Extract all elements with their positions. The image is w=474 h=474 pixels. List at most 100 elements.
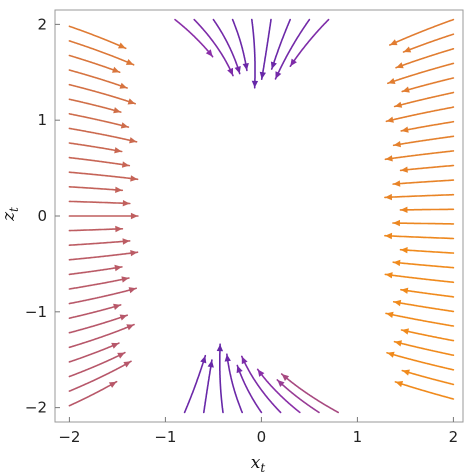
stream-line	[68, 342, 120, 363]
stream-line	[399, 164, 455, 172]
stream-arrowhead	[200, 355, 207, 364]
stream-line	[392, 222, 455, 225]
stream-arrowhead	[121, 276, 129, 283]
stream-line	[401, 77, 455, 93]
stream-arrowhead	[224, 354, 231, 362]
stream-line	[68, 69, 128, 89]
stream-line	[389, 18, 455, 46]
stream-line	[395, 48, 455, 69]
stream-arrowhead	[125, 59, 134, 65]
stream-arrowhead	[393, 299, 402, 307]
stream-arrowhead	[130, 212, 138, 220]
stream-line	[384, 234, 455, 240]
stream-arrowhead	[384, 232, 393, 240]
stream-line	[387, 62, 455, 85]
x-tick-label: 2	[449, 428, 459, 446]
stream-arrowhead	[118, 42, 126, 49]
stream-arrowhead	[113, 303, 121, 310]
y-tick-label: −1	[25, 303, 47, 321]
stream-arrowhead	[251, 80, 259, 88]
stream-arrowhead	[400, 247, 408, 254]
stream-line	[401, 369, 455, 386]
stream-line	[392, 135, 455, 147]
y-tick-label: 1	[37, 111, 47, 129]
stream-arrowhead	[241, 356, 248, 365]
stream-arrowhead	[270, 61, 277, 70]
stream-line	[68, 171, 139, 181]
stream-line	[392, 301, 455, 313]
stream-line	[68, 25, 127, 50]
stream-arrowhead	[115, 186, 123, 193]
stream-line	[392, 261, 455, 269]
stream-arrowhead	[242, 63, 249, 71]
stream-arrowhead	[126, 324, 134, 331]
stream-line	[68, 240, 131, 246]
stream-arrowhead	[205, 49, 213, 57]
stream-line	[68, 200, 131, 205]
stream-arrowhead	[130, 175, 138, 182]
x-axis-label: xt	[251, 453, 266, 474]
stream-line	[289, 18, 330, 67]
stream-arrowhead	[402, 369, 410, 376]
stream-arrowhead	[216, 344, 224, 352]
stream-line	[68, 380, 118, 407]
stream-line	[68, 40, 135, 66]
stream-arrowhead	[384, 193, 392, 201]
stream-line	[402, 33, 455, 53]
stream-arrowhead	[275, 71, 282, 79]
x-axis-label-subscript: t	[260, 461, 265, 474]
stream-line	[203, 359, 213, 414]
stream-line	[68, 142, 123, 153]
stream-line	[385, 106, 455, 123]
stream-line	[236, 364, 263, 414]
stream-line	[68, 98, 122, 113]
stream-line	[274, 18, 311, 80]
x-axis-ticks: −2 −1 0 1 2	[58, 417, 458, 446]
stream-line	[270, 18, 291, 70]
stream-arrowhead	[115, 225, 123, 233]
stream-line	[231, 18, 248, 72]
stream-line	[256, 368, 301, 414]
stream-arrowhead	[393, 180, 401, 187]
stream-line	[68, 251, 139, 261]
stream-arrowhead	[114, 147, 122, 154]
stream-arrowhead	[386, 311, 394, 318]
stream-line	[68, 127, 138, 143]
x-axis-label-main: x	[251, 453, 261, 473]
y-tick-label: 0	[37, 207, 47, 225]
stream-line	[68, 287, 137, 305]
stream-line	[384, 273, 455, 284]
stream-arrowhead	[257, 369, 265, 377]
stream-arrowhead	[127, 98, 136, 105]
stream-line	[68, 304, 122, 319]
x-tick-label: 1	[353, 428, 363, 446]
stream-arrowhead	[402, 86, 410, 93]
stream-arrowhead	[387, 78, 396, 84]
stream-arrowhead	[117, 352, 125, 359]
stream-line	[68, 113, 130, 128]
stream-line	[280, 373, 339, 414]
stream-arrowhead	[387, 351, 395, 358]
stream-line	[183, 354, 207, 414]
y-tick-label: 2	[37, 15, 47, 33]
stream-arrowhead	[400, 166, 408, 173]
stream-arrowhead	[113, 107, 121, 114]
stream-line	[241, 355, 282, 414]
stream-arrowhead	[385, 272, 393, 279]
stream-arrowhead	[385, 155, 393, 162]
stream-line	[399, 248, 455, 254]
stream-line	[68, 323, 135, 349]
stream-line	[193, 18, 234, 77]
stream-arrowhead	[114, 264, 122, 272]
stream-arrowhead	[401, 126, 409, 133]
stream-line	[226, 353, 243, 414]
stream-arrowhead	[108, 381, 117, 388]
x-tick-label: −1	[154, 428, 176, 446]
stream-line	[68, 228, 124, 232]
stream-line	[393, 340, 455, 356]
stream-arrowhead	[400, 206, 408, 213]
stream-line	[400, 329, 455, 342]
stream-arrowhead	[236, 365, 243, 374]
x-tick-label: 0	[257, 428, 267, 446]
